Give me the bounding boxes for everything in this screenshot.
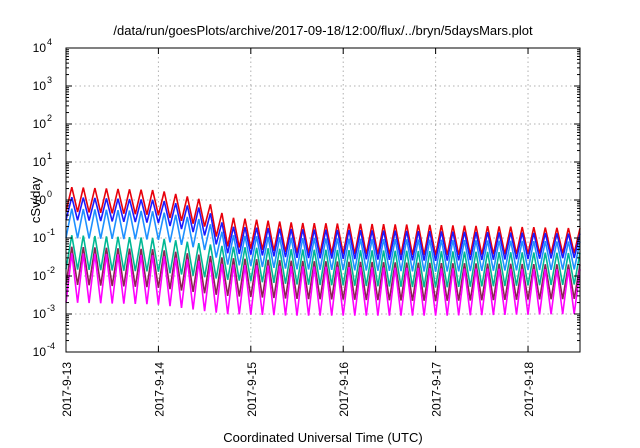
y-tick-exponent: -1 [47,227,55,237]
chart-title: /data/run/goesPlots/archive/2017-09-18/1… [113,23,533,38]
y-tick-label: 10 [33,193,47,207]
y-tick-label: 10 [33,307,47,321]
y-tick-exponent: -4 [47,341,55,351]
y-tick-label: 10 [33,345,47,359]
x-tick-label: 2017-9-14 [152,362,166,417]
x-tick-label: 2017-9-15 [245,362,259,417]
x-tick-label: 2017-9-18 [522,362,536,417]
series-line [65,208,581,272]
y-tick-label: 10 [33,155,47,169]
y-tick-label: 10 [33,117,47,131]
series-line [65,253,581,316]
x-tick-label: 2017-9-17 [430,362,444,417]
axis-ticks [65,47,580,353]
x-tick-labels: 2017-9-13 2017-9-14 2017-9-15 2017-9-16 2017… [60,362,536,417]
y-axis-label: cSv/day [28,176,43,223]
y-tick-label: 10 [33,231,47,245]
series-line [65,235,581,288]
series-layer [65,187,581,316]
series-line [65,246,581,302]
y-tick-exponent: -3 [47,303,55,313]
series-line [65,197,581,262]
y-tick-exponent: 2 [47,113,52,123]
y-tick-exponent: 4 [47,37,52,47]
x-tick-label: 2017-9-16 [337,362,351,417]
y-tick-label: 10 [33,79,47,93]
y-tick-exponent: -2 [47,265,55,275]
grid-lines [66,48,580,352]
y-tick-label: 10 [33,269,47,283]
y-tick-exponent: 3 [47,75,52,85]
y-tick-exponent: 0 [47,189,52,199]
y-tick-label: 10 [33,41,47,55]
y-tick-exponent: 1 [47,151,52,161]
x-tick-label: 2017-9-13 [60,362,74,417]
series-line [65,187,581,256]
x-axis-label: Coordinated Universal Time (UTC) [223,430,422,445]
